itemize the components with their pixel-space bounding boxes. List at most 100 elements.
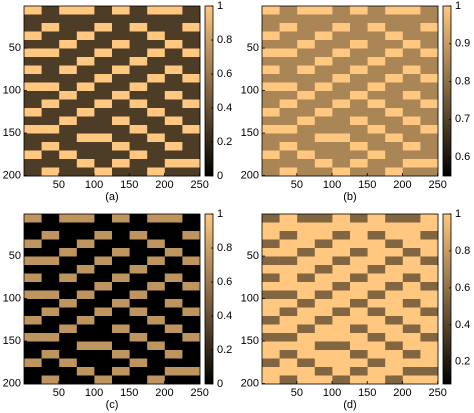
heatmap-cell	[24, 6, 42, 15]
heatmap-cell	[24, 159, 42, 168]
heatmap-cell	[350, 82, 368, 92]
heatmap-cell	[402, 99, 421, 109]
heatmap-cell	[59, 231, 78, 240]
heatmap-cell	[350, 282, 368, 291]
heatmap-cell	[129, 116, 148, 126]
colorbar	[204, 213, 214, 385]
heatmap-cell	[41, 142, 60, 151]
heatmap-cell	[332, 108, 351, 117]
heatmap-cell	[262, 125, 280, 134]
heatmap-cell	[420, 31, 439, 41]
heatmap-cell	[279, 350, 298, 359]
heatmap-cell	[402, 74, 421, 83]
colorbar-tick-label: 0.4	[217, 102, 232, 114]
heatmap-cell	[94, 265, 113, 274]
heatmap-cell	[297, 367, 316, 376]
heatmap-cell	[164, 116, 183, 126]
heatmap-cell	[350, 316, 368, 325]
heatmap-cell	[182, 57, 201, 66]
heatmap-cell	[41, 40, 60, 49]
heatmap-cell	[262, 248, 280, 257]
heatmap-cell	[182, 40, 201, 49]
colorbar-tick-label: 0.6	[455, 282, 470, 294]
heatmap-cell	[76, 367, 95, 376]
heatmap-cell	[350, 299, 368, 308]
heatmap-cell	[129, 91, 148, 100]
heatmap-cell	[385, 159, 404, 168]
heatmap-cell	[279, 239, 298, 249]
colorbar-tick-label: 1	[455, 208, 461, 220]
heatmap-cell	[94, 133, 113, 143]
heatmap-cell	[129, 256, 148, 266]
heatmap-cell	[279, 307, 298, 317]
heatmap-cell	[402, 40, 421, 49]
axes-frame	[261, 213, 439, 385]
heatmap-cell	[350, 57, 368, 66]
heatmap-cell	[129, 222, 148, 232]
heatmap-cell	[24, 231, 42, 240]
heatmap-cell	[147, 150, 166, 160]
heatmap-cell	[297, 290, 316, 300]
heatmap-cell	[129, 74, 148, 83]
heatmap-cell	[129, 99, 148, 109]
heatmap-cell	[41, 222, 60, 232]
heatmap-cell	[59, 307, 78, 317]
heatmap-cell	[314, 239, 333, 249]
heatmap-cell	[182, 48, 201, 58]
heatmap-cell	[332, 350, 351, 359]
heatmap-cell	[350, 125, 368, 134]
heatmap-cell	[76, 159, 95, 168]
colorbar	[442, 5, 452, 177]
heatmap-cell	[314, 40, 333, 49]
heatmap-cell	[332, 290, 351, 300]
heatmap-cell	[76, 74, 95, 83]
heatmap-cell	[262, 350, 280, 359]
heatmap-cell	[279, 299, 298, 308]
heatmap-cell	[332, 333, 351, 342]
heatmap-cell	[279, 367, 298, 376]
heatmap-cell	[94, 324, 113, 334]
heatmap-cell	[129, 307, 148, 317]
x-tick-label: 150	[120, 387, 138, 399]
heatmap-cell	[332, 74, 351, 83]
heatmap-cell	[420, 367, 439, 376]
heatmap-cell	[262, 239, 280, 249]
heatmap-cell	[332, 159, 351, 168]
heatmap-cell	[367, 341, 386, 351]
heatmap-cell	[385, 290, 404, 300]
heatmap-cell	[59, 14, 78, 24]
heatmap-cell	[367, 256, 386, 266]
heatmap-cell	[385, 142, 404, 151]
heatmap-cell	[297, 116, 316, 126]
heatmap-cell	[402, 116, 421, 126]
heatmap-cell	[94, 116, 113, 126]
heatmap-cell	[164, 14, 183, 24]
heatmap-cell	[332, 40, 351, 49]
heatmap-cell	[314, 214, 333, 223]
colorbar-tick-label: 0.8	[217, 34, 232, 46]
heatmap-cell	[350, 40, 368, 49]
heatmap-cell	[385, 256, 404, 266]
heatmap-cell	[76, 48, 95, 58]
heatmap-cell	[147, 14, 166, 24]
heatmap-cell	[129, 299, 148, 308]
heatmap-cell	[402, 341, 421, 351]
x-tick-label: 150	[358, 387, 376, 399]
heatmap-cell	[262, 14, 280, 24]
heatmap-cell	[164, 57, 183, 66]
heatmap-cell	[147, 167, 166, 177]
heatmap-cell	[76, 116, 95, 126]
heatmap-cell	[350, 375, 368, 385]
heatmap-cell	[76, 150, 95, 160]
heatmap-cell	[385, 265, 404, 274]
heatmap-cell	[314, 150, 333, 160]
panel: 50 100 150 200 250 50 100 150 200 (a) 0 0.2 0.4 0.6 0.…	[3, 0, 233, 203]
heatmap-cell	[164, 6, 183, 15]
heatmap-cell	[367, 273, 386, 283]
heatmap-cell	[182, 367, 201, 376]
heatmap-cell	[147, 248, 166, 257]
heatmap-cell	[420, 248, 439, 257]
heatmap-cell	[297, 273, 316, 283]
heatmap-cell	[385, 214, 404, 223]
heatmap-cell	[129, 282, 148, 291]
